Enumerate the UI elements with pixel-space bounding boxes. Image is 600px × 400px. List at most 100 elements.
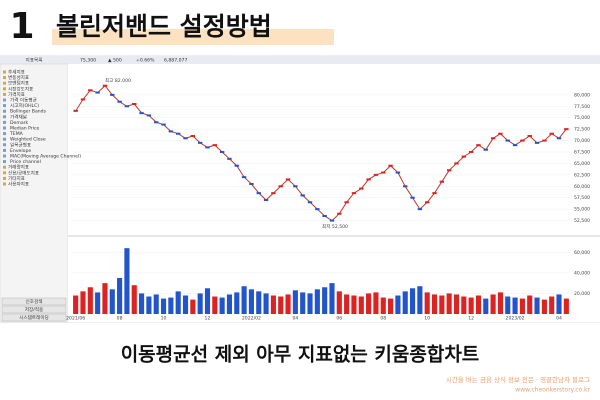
- volume-bar: [402, 291, 408, 314]
- tree-icon: [3, 143, 6, 147]
- volume-bar: [453, 294, 460, 314]
- indicator-item[interactable]: 기타지표: [8, 175, 25, 182]
- volume-bar: [285, 294, 291, 314]
- volume-bar: [117, 278, 123, 314]
- volume-bar: [160, 298, 167, 314]
- price-candle: [227, 157, 232, 160]
- volume-bar: [461, 296, 467, 314]
- price-candle: [359, 187, 364, 190]
- toolbar-value: 6,887,077: [164, 58, 187, 64]
- volume-bar: [146, 296, 152, 314]
- price-candle: [322, 215, 327, 217]
- indicator-item[interactable]: 가격 이동평균: [10, 97, 37, 104]
- price-candle: [175, 132, 181, 135]
- volume-bar: [483, 298, 489, 314]
- price-candle: [110, 93, 115, 96]
- volume-tick-label: 20,000: [574, 291, 590, 297]
- toolbar-value: 75,300: [80, 58, 96, 64]
- y-tick-label: 67,500: [574, 150, 590, 156]
- sidebar-button[interactable]: [1, 313, 67, 322]
- sidebar-button[interactable]: [1, 305, 67, 314]
- x-tick-label: 06: [336, 316, 342, 322]
- price-candle: [483, 148, 488, 151]
- y-tick-label: 75,000: [574, 115, 590, 121]
- volume-bar: [505, 296, 511, 314]
- tree-icon: [3, 70, 6, 74]
- x-tick-label: 10: [161, 316, 167, 322]
- indicator-item[interactable]: 사용자지표: [8, 181, 29, 188]
- caption: 이동평균선 제외 아무 지표없는 키움종합차트: [121, 344, 480, 366]
- price-candle: [205, 146, 210, 149]
- sidebar-button-label[interactable]: 저장/적용: [25, 306, 43, 313]
- price-candle: [300, 194, 305, 197]
- indicator-item[interactable]: 추세지표: [8, 69, 25, 76]
- volume-bar: [80, 291, 86, 314]
- sidebar-button[interactable]: [1, 297, 67, 306]
- low-annotation: 최저 52,500: [322, 223, 348, 230]
- volume-bar: [417, 286, 423, 314]
- price-candle: [212, 144, 218, 147]
- indicator-item[interactable]: Demark: [10, 120, 29, 126]
- volume-bar: [95, 292, 101, 314]
- tree-icon: [3, 165, 6, 169]
- tree-icon: [3, 160, 6, 164]
- price-candle: [263, 199, 269, 201]
- price-candle: [454, 162, 459, 165]
- price-candle: [80, 98, 86, 101]
- x-tick-label: 04: [556, 316, 562, 322]
- indicator-item[interactable]: 일목균형표: [10, 141, 31, 148]
- sidebar-button-label[interactable]: 시스템트레이딩: [19, 314, 49, 321]
- volume-bar: [490, 294, 496, 314]
- y-tick-label: 65,000: [574, 161, 590, 167]
- tree-icon: [3, 104, 6, 108]
- price-candle: [337, 212, 342, 215]
- volume-tick-label: 60,000: [574, 250, 590, 256]
- price-candle: [161, 123, 166, 126]
- indicator-item[interactable]: MAC(Moving Average Channel): [10, 154, 81, 160]
- volume-bar: [234, 292, 240, 314]
- tree-icon: [3, 154, 6, 158]
- indicator-item[interactable]: 가격채널: [10, 113, 27, 120]
- tree-icon: [3, 132, 6, 136]
- price-candle: [219, 151, 225, 153]
- indicator-item[interactable]: 시장강도지표: [8, 85, 33, 92]
- volume-bar: [424, 292, 430, 314]
- volume-bar: [278, 296, 284, 314]
- indicator-item[interactable]: 가격지표: [8, 91, 25, 98]
- price-candle: [461, 155, 467, 158]
- tree-icon: [3, 176, 6, 180]
- indicator-item[interactable]: 시고저(OHLC): [10, 102, 39, 109]
- price-candle: [403, 185, 408, 188]
- price-candle: [197, 141, 203, 144]
- indicator-item[interactable]: Median Price: [10, 126, 40, 132]
- price-candle: [564, 128, 569, 131]
- x-tick-label: 08: [117, 316, 123, 322]
- y-tick-label: 52,500: [574, 218, 590, 224]
- indicator-item[interactable]: 신용/공매도지표: [8, 169, 39, 176]
- toolbar-value: ▲ 500: [108, 58, 122, 64]
- indicator-item[interactable]: 변동성지표: [8, 74, 29, 81]
- indicator-item[interactable]: 거래량지표: [8, 164, 29, 171]
- indicator-item[interactable]: Bollinger Bands: [10, 109, 47, 115]
- high-annotation: 최고 82,000: [105, 77, 131, 84]
- title: 볼린저밴드 설정방법: [56, 12, 272, 41]
- y-tick-label: 72,500: [574, 127, 590, 133]
- tree-icon: [3, 148, 6, 152]
- indicator-item[interactable]: Price channel: [10, 159, 41, 165]
- price-candle: [432, 192, 437, 195]
- volume-bar: [263, 293, 269, 314]
- indicator-item[interactable]: TEMA: [9, 131, 24, 137]
- tree-icon: [3, 126, 6, 130]
- volume-bar: [439, 295, 445, 314]
- sidebar-button-label[interactable]: 신호검색: [26, 298, 43, 305]
- price-candle: [556, 137, 562, 140]
- volume-bar: [314, 289, 320, 314]
- volume-bar: [336, 291, 342, 314]
- indicator-item[interactable]: Envelope: [10, 148, 31, 154]
- volume-bar: [549, 296, 555, 314]
- indicator-item[interactable]: 모멘텀지표: [8, 80, 29, 87]
- toolbar: [0, 56, 600, 64]
- sidebar-tab[interactable]: 지표목록: [26, 57, 43, 64]
- indicator-item[interactable]: Weighted Close: [10, 137, 46, 143]
